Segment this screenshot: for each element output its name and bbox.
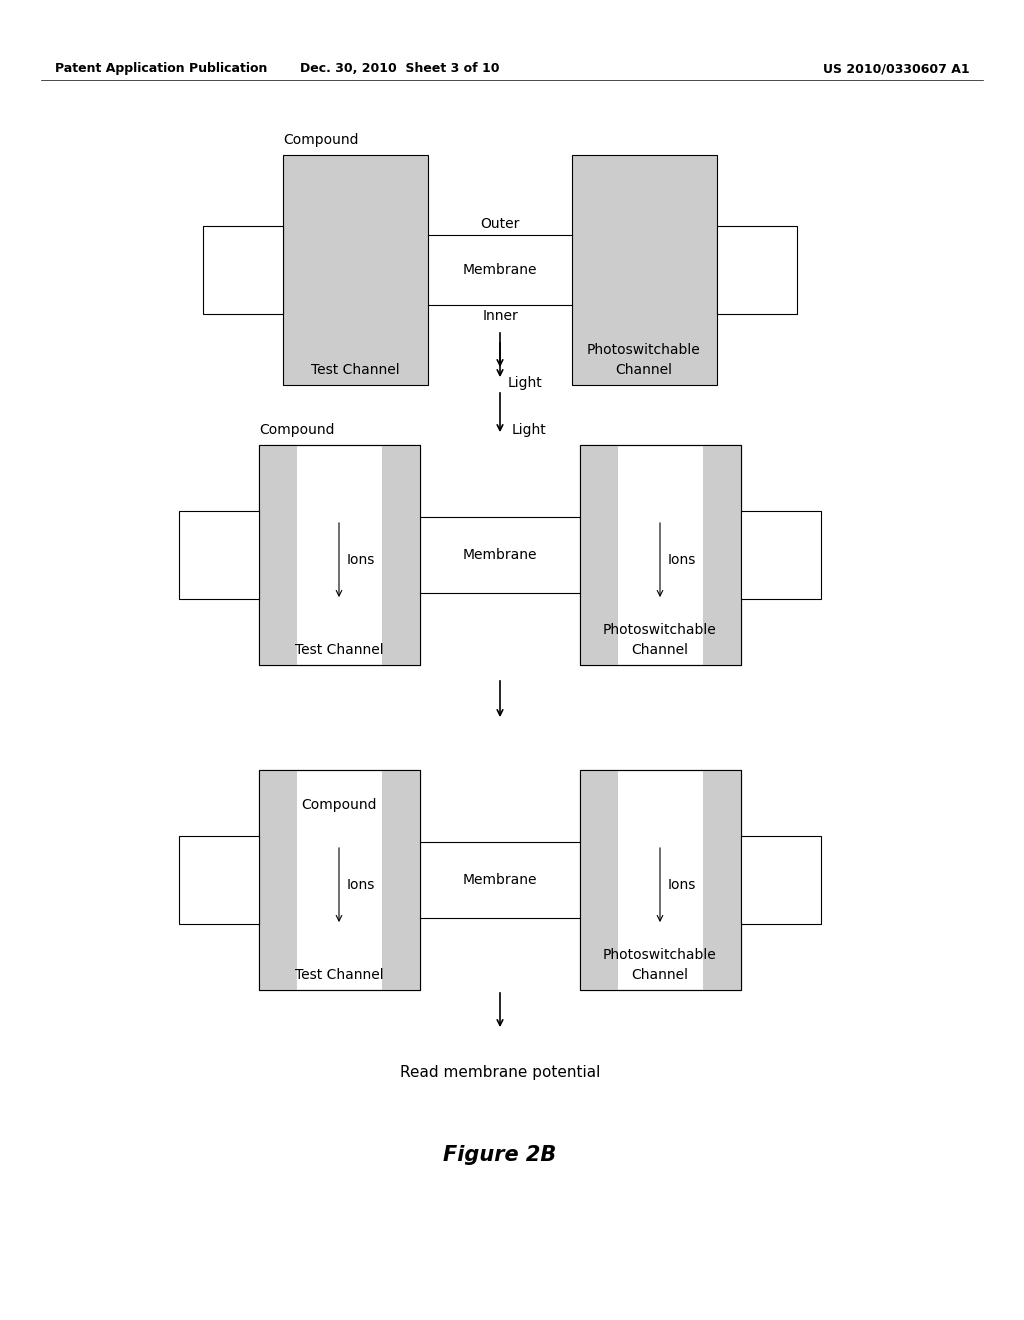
Text: Ions: Ions [347,553,376,568]
Bar [580,445,618,665]
Text: Test Channel: Test Channel [295,968,383,982]
Bar [259,770,297,990]
Text: Outer: Outer [480,216,520,231]
Bar [703,445,741,665]
Text: Read membrane potential: Read membrane potential [399,1065,600,1080]
Bar [259,770,420,990]
Text: US 2010/0330607 A1: US 2010/0330607 A1 [823,62,970,75]
Bar [259,770,420,990]
Text: Ions: Ions [668,878,696,892]
Text: Compound: Compound [301,799,377,812]
Text: Light: Light [512,422,547,437]
Bar [283,154,428,385]
Bar [703,770,741,990]
Text: Channel: Channel [632,643,688,657]
Text: Test Channel: Test Channel [295,643,383,657]
Bar [741,836,821,924]
Bar [259,445,420,665]
Bar [580,770,741,990]
Text: Membrane: Membrane [463,873,538,887]
Text: Patent Application Publication: Patent Application Publication [55,62,267,75]
Text: Photoswitchable: Photoswitchable [603,623,717,638]
Bar [741,511,821,599]
Bar [203,226,283,314]
Text: Compound: Compound [259,422,335,437]
Bar [382,445,420,665]
Text: Channel: Channel [632,968,688,982]
Text: Dec. 30, 2010  Sheet 3 of 10: Dec. 30, 2010 Sheet 3 of 10 [300,62,500,75]
Text: Figure 2B: Figure 2B [443,1144,557,1166]
Bar [179,836,259,924]
Bar [572,154,717,385]
Bar [382,770,420,990]
Text: Inner: Inner [482,309,518,323]
Bar [259,445,297,665]
Text: Light: Light [508,376,543,389]
Text: Channel: Channel [615,363,673,378]
Text: Photoswitchable: Photoswitchable [587,343,700,356]
Bar [259,445,420,665]
Bar [580,445,741,665]
Bar [179,511,259,599]
Bar [580,770,618,990]
Text: Compound: Compound [283,133,358,147]
Bar [580,445,741,665]
Text: Ions: Ions [668,553,696,568]
Text: Membrane: Membrane [463,548,538,562]
Bar [717,226,797,314]
Text: Test Channel: Test Channel [310,363,399,378]
Text: Photoswitchable: Photoswitchable [603,948,717,962]
Bar [580,770,741,990]
Text: Ions: Ions [347,878,376,892]
Text: Membrane: Membrane [463,263,538,277]
